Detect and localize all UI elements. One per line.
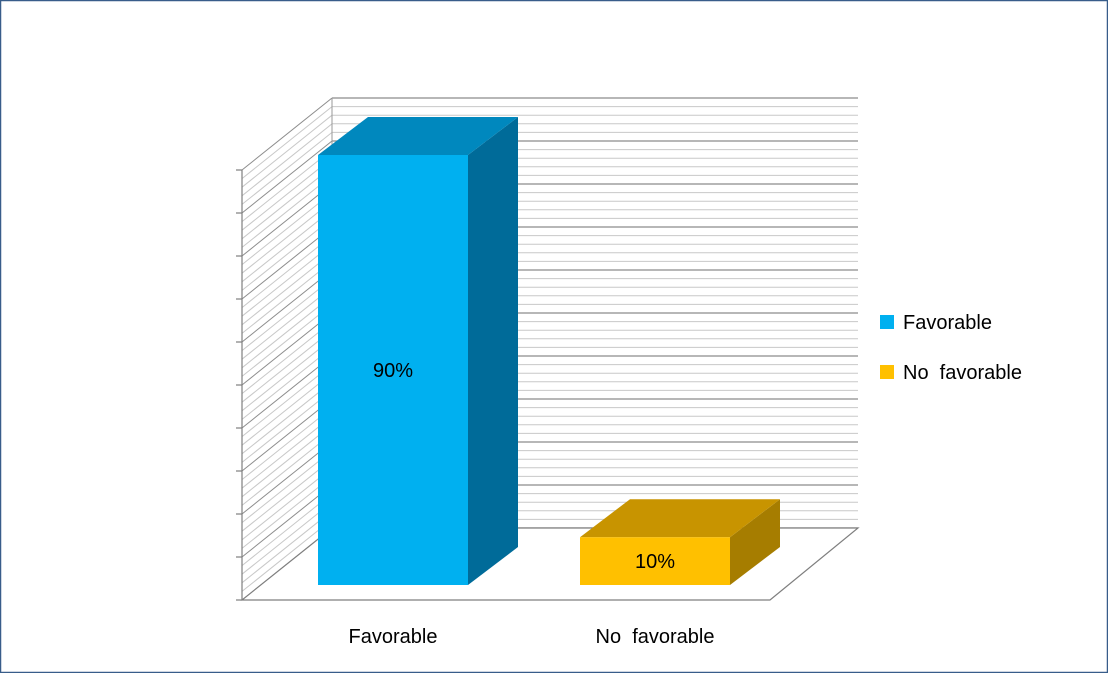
legend-label: Favorable (903, 312, 992, 334)
bar-favorable-top (318, 117, 518, 155)
gridline-side (241, 312, 333, 386)
gridline-side (241, 441, 333, 515)
gridline-side (241, 132, 333, 205)
gridline-side (241, 286, 333, 360)
gridline-side (241, 114, 333, 188)
x-tick-labels: Favorable No favorable (349, 626, 715, 648)
gridline-side (241, 450, 333, 523)
gridline-side (241, 519, 333, 592)
gridline-side (241, 355, 333, 429)
gridline-side (241, 252, 333, 326)
bar-no-favorable-top (580, 499, 780, 538)
bar-no-favorable-side (730, 499, 780, 585)
gridline-side (241, 329, 333, 403)
gridline-side (241, 493, 333, 566)
gridline-side (241, 235, 333, 308)
gridline-side (241, 407, 333, 480)
gridline-side (241, 390, 333, 463)
gridline-side (241, 458, 333, 532)
gridline-side (241, 321, 333, 394)
gridline-side (241, 149, 333, 222)
x-tick-label: Favorable (349, 626, 438, 648)
gridline-side (241, 200, 333, 274)
gridline-side (241, 398, 333, 472)
gridline-side (241, 166, 333, 240)
gridline-side (241, 381, 333, 455)
x-tick-label: No favorable (596, 626, 715, 648)
legend: Favorable No favorable (880, 312, 1022, 384)
gridline-side (241, 278, 333, 351)
data-label: 90% (373, 360, 413, 382)
legend-label: No favorable (903, 362, 1022, 384)
gridline-side (241, 140, 333, 214)
gridline-side (241, 347, 333, 420)
gridline-side (241, 218, 333, 291)
gridline-side (241, 226, 333, 300)
gridline-side (241, 295, 333, 369)
gridline-side (241, 123, 333, 197)
gridline-side (241, 304, 333, 377)
gridline-side (241, 175, 333, 248)
gridline-side (241, 415, 333, 489)
gridline-side (241, 424, 333, 498)
gridline-side (241, 97, 333, 171)
gridline-side (241, 157, 333, 231)
gridline-side (241, 338, 333, 412)
gridline-side (241, 183, 333, 257)
legend-swatch (880, 315, 894, 329)
data-labels: 90% 10% (373, 360, 675, 573)
gridline-side (241, 261, 333, 334)
gridline-side (241, 106, 333, 179)
gridline-side (241, 433, 333, 506)
gridline-side (241, 243, 333, 317)
bar-favorable (318, 155, 468, 585)
gridline-side (241, 476, 333, 549)
data-label: 10% (635, 551, 675, 573)
gridline-side (241, 269, 333, 343)
bar-favorable-side (468, 117, 518, 585)
gridline-side (241, 501, 333, 575)
legend-swatch (880, 365, 894, 379)
bars (318, 117, 780, 585)
gridline-side (241, 209, 333, 283)
gridline-side (241, 364, 333, 437)
gridline-side (241, 484, 333, 558)
gridline-side (241, 372, 333, 446)
gridline-side (241, 510, 333, 584)
bar-no-favorable (580, 537, 730, 585)
gridline-side (241, 467, 333, 541)
gridline-side (241, 192, 333, 265)
